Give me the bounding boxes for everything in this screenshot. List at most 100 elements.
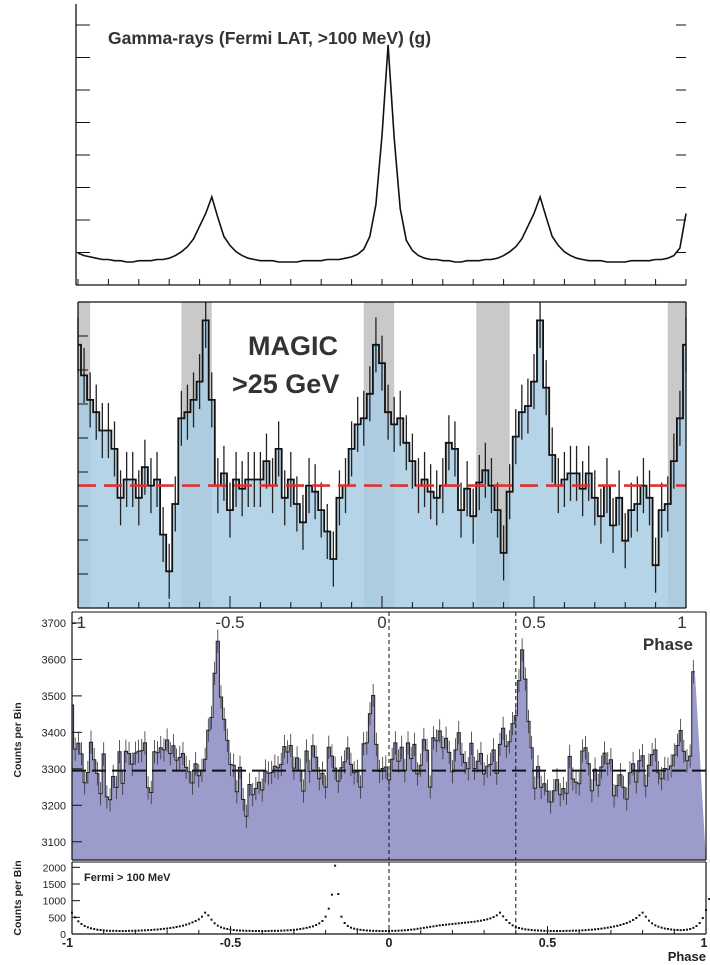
bottom-fermi-point (137, 929, 140, 932)
bottom-fermi-point (375, 929, 378, 932)
bottom-x-axis-label: Phase (668, 949, 706, 964)
bottom-fermi-point (651, 922, 654, 925)
bottom-fermi-point (426, 926, 429, 929)
bottom-fermi-point (632, 919, 635, 921)
bottom-fermi-point (299, 928, 302, 930)
bottom-fermi-point (96, 928, 99, 931)
bottom-fermi-point (587, 928, 590, 931)
magic-x-axis-label: Phase (643, 635, 693, 654)
bottom-fermi-point (403, 929, 406, 932)
bottom-fermi-point (679, 929, 682, 932)
bottom-fermi-x-ticks: -1 -0.5 0 0.5 1 (62, 926, 708, 950)
bottom-fermi-point (505, 919, 508, 921)
bottom-fermi-point (277, 929, 280, 932)
bottom-fermi-point (464, 921, 467, 924)
magic-x-tick-label: 0 (377, 613, 386, 632)
bottom-fermi-x-tick-label: -1 (62, 936, 73, 950)
bottom-fermi-point (479, 919, 482, 922)
bottom-fermi-point (600, 927, 603, 930)
bottom-main-frame (71, 611, 707, 861)
bottom-y-axis-label: Counts per Bin (12, 702, 24, 777)
bottom-fermi-point (254, 930, 257, 932)
bottom-fermi-point (204, 911, 207, 914)
bottom-fermi-point (124, 930, 127, 932)
bottom-fermi-point (264, 930, 267, 932)
bottom-fermi-point (216, 924, 219, 927)
bottom-fermi-y-axis-label: Counts per Bin (12, 860, 24, 935)
bottom-fermi-point (559, 930, 562, 932)
bottom-fermi-point (273, 929, 276, 932)
bottom-fermi-point (258, 930, 261, 932)
bottom-histogram-fill (72, 641, 706, 860)
bottom-fermi-point (594, 928, 597, 931)
bottom-fermi-point (441, 924, 444, 926)
bottom-fermi-point (150, 929, 153, 931)
bottom-fermi-point (527, 928, 530, 931)
bottom-fermi-point (93, 928, 96, 930)
bottom-fermi-point (115, 929, 118, 932)
bottom-fermi-point (445, 923, 448, 926)
bottom-fermi-point (302, 927, 305, 930)
bottom-phase-markers (388, 612, 517, 860)
bottom-fermi-point (334, 864, 337, 867)
bottom-fermi-point (200, 915, 203, 918)
bottom-fermi-point (470, 921, 473, 923)
bottom-fermi-point (185, 923, 188, 926)
bottom-fermi-point (172, 926, 175, 929)
bottom-fermi-point (112, 929, 115, 932)
bottom-fermi-point (552, 930, 555, 932)
bottom-fermi-point (239, 929, 242, 932)
bottom-fermi-point (77, 920, 80, 923)
bottom-fermi-point (90, 927, 93, 930)
bottom-fermi-point (628, 920, 631, 923)
bottom-fermi-point (159, 928, 162, 931)
bottom-fermi-point (413, 928, 416, 931)
bottom-fermi-x-tick-label: 1 (701, 936, 708, 950)
bottom-fermi-point (162, 927, 165, 930)
magic-panel: -1 -0.5 0 0.5 1 MAGIC >25 GeV Phase (71, 301, 693, 654)
bottom-fermi-point (118, 930, 121, 932)
bottom-fermi-point (635, 917, 638, 919)
bottom-fermi-point (708, 898, 710, 900)
bottom-fermi-panel: 0 500 1000 1500 2000 -1 -0.5 0 0.5 1 Fermi > 100… (12, 860, 710, 964)
bottom-fermi-point (372, 929, 375, 932)
bottom-fermi-point (191, 921, 194, 924)
bottom-fermi-point (365, 929, 368, 932)
bottom-fermi-point (663, 927, 666, 930)
bottom-fermi-point (517, 927, 520, 929)
bottom-fermi-point (508, 922, 511, 924)
bottom-fermi-point (235, 929, 238, 932)
bottom-fermi-point (315, 924, 318, 926)
bottom-fermi-point (492, 916, 495, 918)
bottom-fermi-point (654, 924, 657, 927)
bottom-fermi-point (311, 925, 314, 928)
bottom-fermi-point (267, 930, 270, 932)
bottom-fermi-point (337, 893, 340, 895)
bottom-fermi-point (407, 929, 410, 931)
bottom-fermi-point (368, 929, 371, 932)
bottom-fermi-point (324, 915, 327, 918)
bottom-fermi-point (454, 922, 457, 925)
bottom-fermi-y-tick-label: 1000 (43, 896, 67, 908)
bottom-fermi-point (384, 930, 387, 932)
bottom-fermi-point (305, 926, 308, 929)
bottom-fermi-point (131, 929, 134, 932)
bottom-main-panel: 3100 3200 3300 3400 3500 3600 3700 Counts per … (12, 611, 707, 861)
bottom-fermi-point (327, 907, 330, 910)
bottom-fermi-point (606, 926, 609, 929)
bottom-fermi-point (289, 929, 292, 932)
bottom-fermi-point (99, 929, 102, 931)
fermi-top-title: Gamma-rays (Fermi LAT, >100 MeV) (g) (108, 28, 431, 48)
bottom-fermi-point (429, 925, 432, 928)
bottom-fermi-point (232, 929, 235, 931)
bottom-fermi-point (556, 930, 559, 932)
bottom-fermi-point (140, 929, 143, 932)
bottom-fermi-point (438, 924, 441, 927)
bottom-fermi-point (422, 926, 425, 929)
bottom-fermi-point (213, 922, 216, 925)
bottom-fermi-point (448, 923, 451, 926)
bottom-fermi-point (644, 915, 647, 918)
bottom-fermi-x-tick-label: -0.5 (220, 936, 242, 950)
bottom-fermi-point (590, 928, 593, 931)
